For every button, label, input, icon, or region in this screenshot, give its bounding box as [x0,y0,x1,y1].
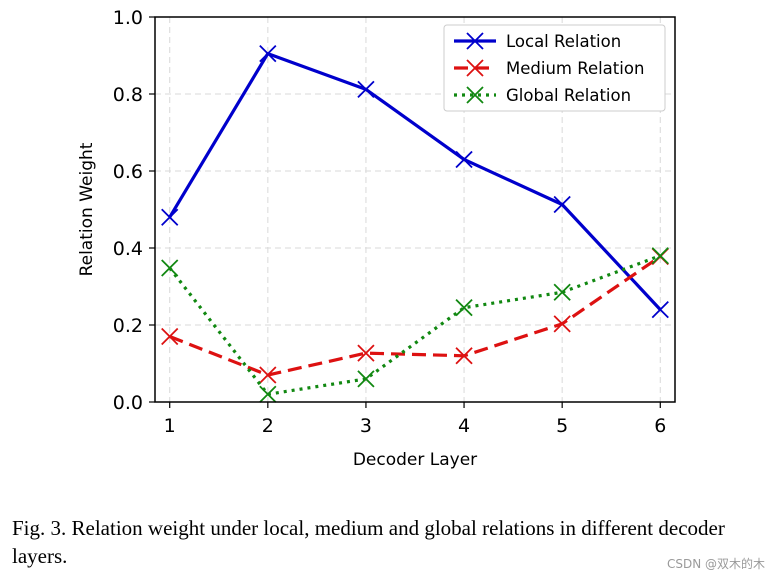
data-point-marker [357,80,375,99]
x-tick-label: 1 [164,415,176,437]
data-point-marker [161,327,179,346]
data-point-marker [259,44,277,63]
legend-entry: Local Relation [454,32,621,51]
y-axis-title: Relation Weight [77,142,97,276]
y-tick-label: 0.2 [113,315,143,337]
series-local-relation [161,44,669,319]
legend-marker [466,32,484,50]
series-global-relation [161,247,669,403]
data-point-marker [553,283,571,301]
legend: Local Relation Medium Relation Global Rela… [443,24,666,112]
legend-entry: Global Relation [454,86,631,105]
x-axis-title: Decoder Layer [353,450,477,470]
series-group [161,44,669,403]
x-tick-label: 3 [360,415,372,437]
x-tick-label: 6 [654,415,666,437]
data-point-marker [161,208,179,226]
data-point-marker [357,370,375,388]
legend-box [443,24,666,112]
data-point-marker [259,366,277,384]
x-tick-label: 5 [556,415,568,437]
legend-marker [466,59,484,77]
data-point-marker [455,299,473,317]
legend-entry: Medium Relation [454,59,644,78]
data-point-marker [259,385,277,403]
data-point-marker [553,315,571,333]
plot-frame [154,16,676,403]
series-medium-relation [161,247,669,384]
legend-label: Global Relation [506,86,631,105]
y-tick-label: 1.0 [113,7,143,29]
series-line [168,254,661,396]
data-point-marker [553,195,571,214]
data-point-marker [357,344,375,362]
series-line [169,255,662,377]
y-tick-label: 0.8 [113,84,143,106]
y-tick-label: 0.4 [113,238,143,260]
data-point-marker [651,247,669,265]
data-point-marker [455,150,473,169]
y-tick-label: 0.0 [113,392,143,414]
x-tick-label: 4 [458,415,470,437]
legend-label: Local Relation [506,32,621,51]
legend-label: Medium Relation [506,59,644,78]
data-point-marker [161,259,179,277]
series-line [168,51,662,311]
watermark: CSDN @双木的木 [666,557,765,571]
axis-ticks: 1 2 3 4 5 6 0.0 0.2 0.4 0.6 0.8 1.0 [113,7,667,437]
x-tick-label: 2 [262,415,274,437]
data-point-marker [455,347,473,365]
y-tick-label: 0.6 [113,161,143,183]
figure-caption: Fig. 3. Relation weight under local, med… [12,516,725,568]
data-point-marker [651,300,669,319]
legend-marker [466,86,484,104]
line-chart: 1 2 3 4 5 6 0.0 0.2 0.4 0.6 0.8 1.0 Decoder Layer R… [77,7,676,470]
